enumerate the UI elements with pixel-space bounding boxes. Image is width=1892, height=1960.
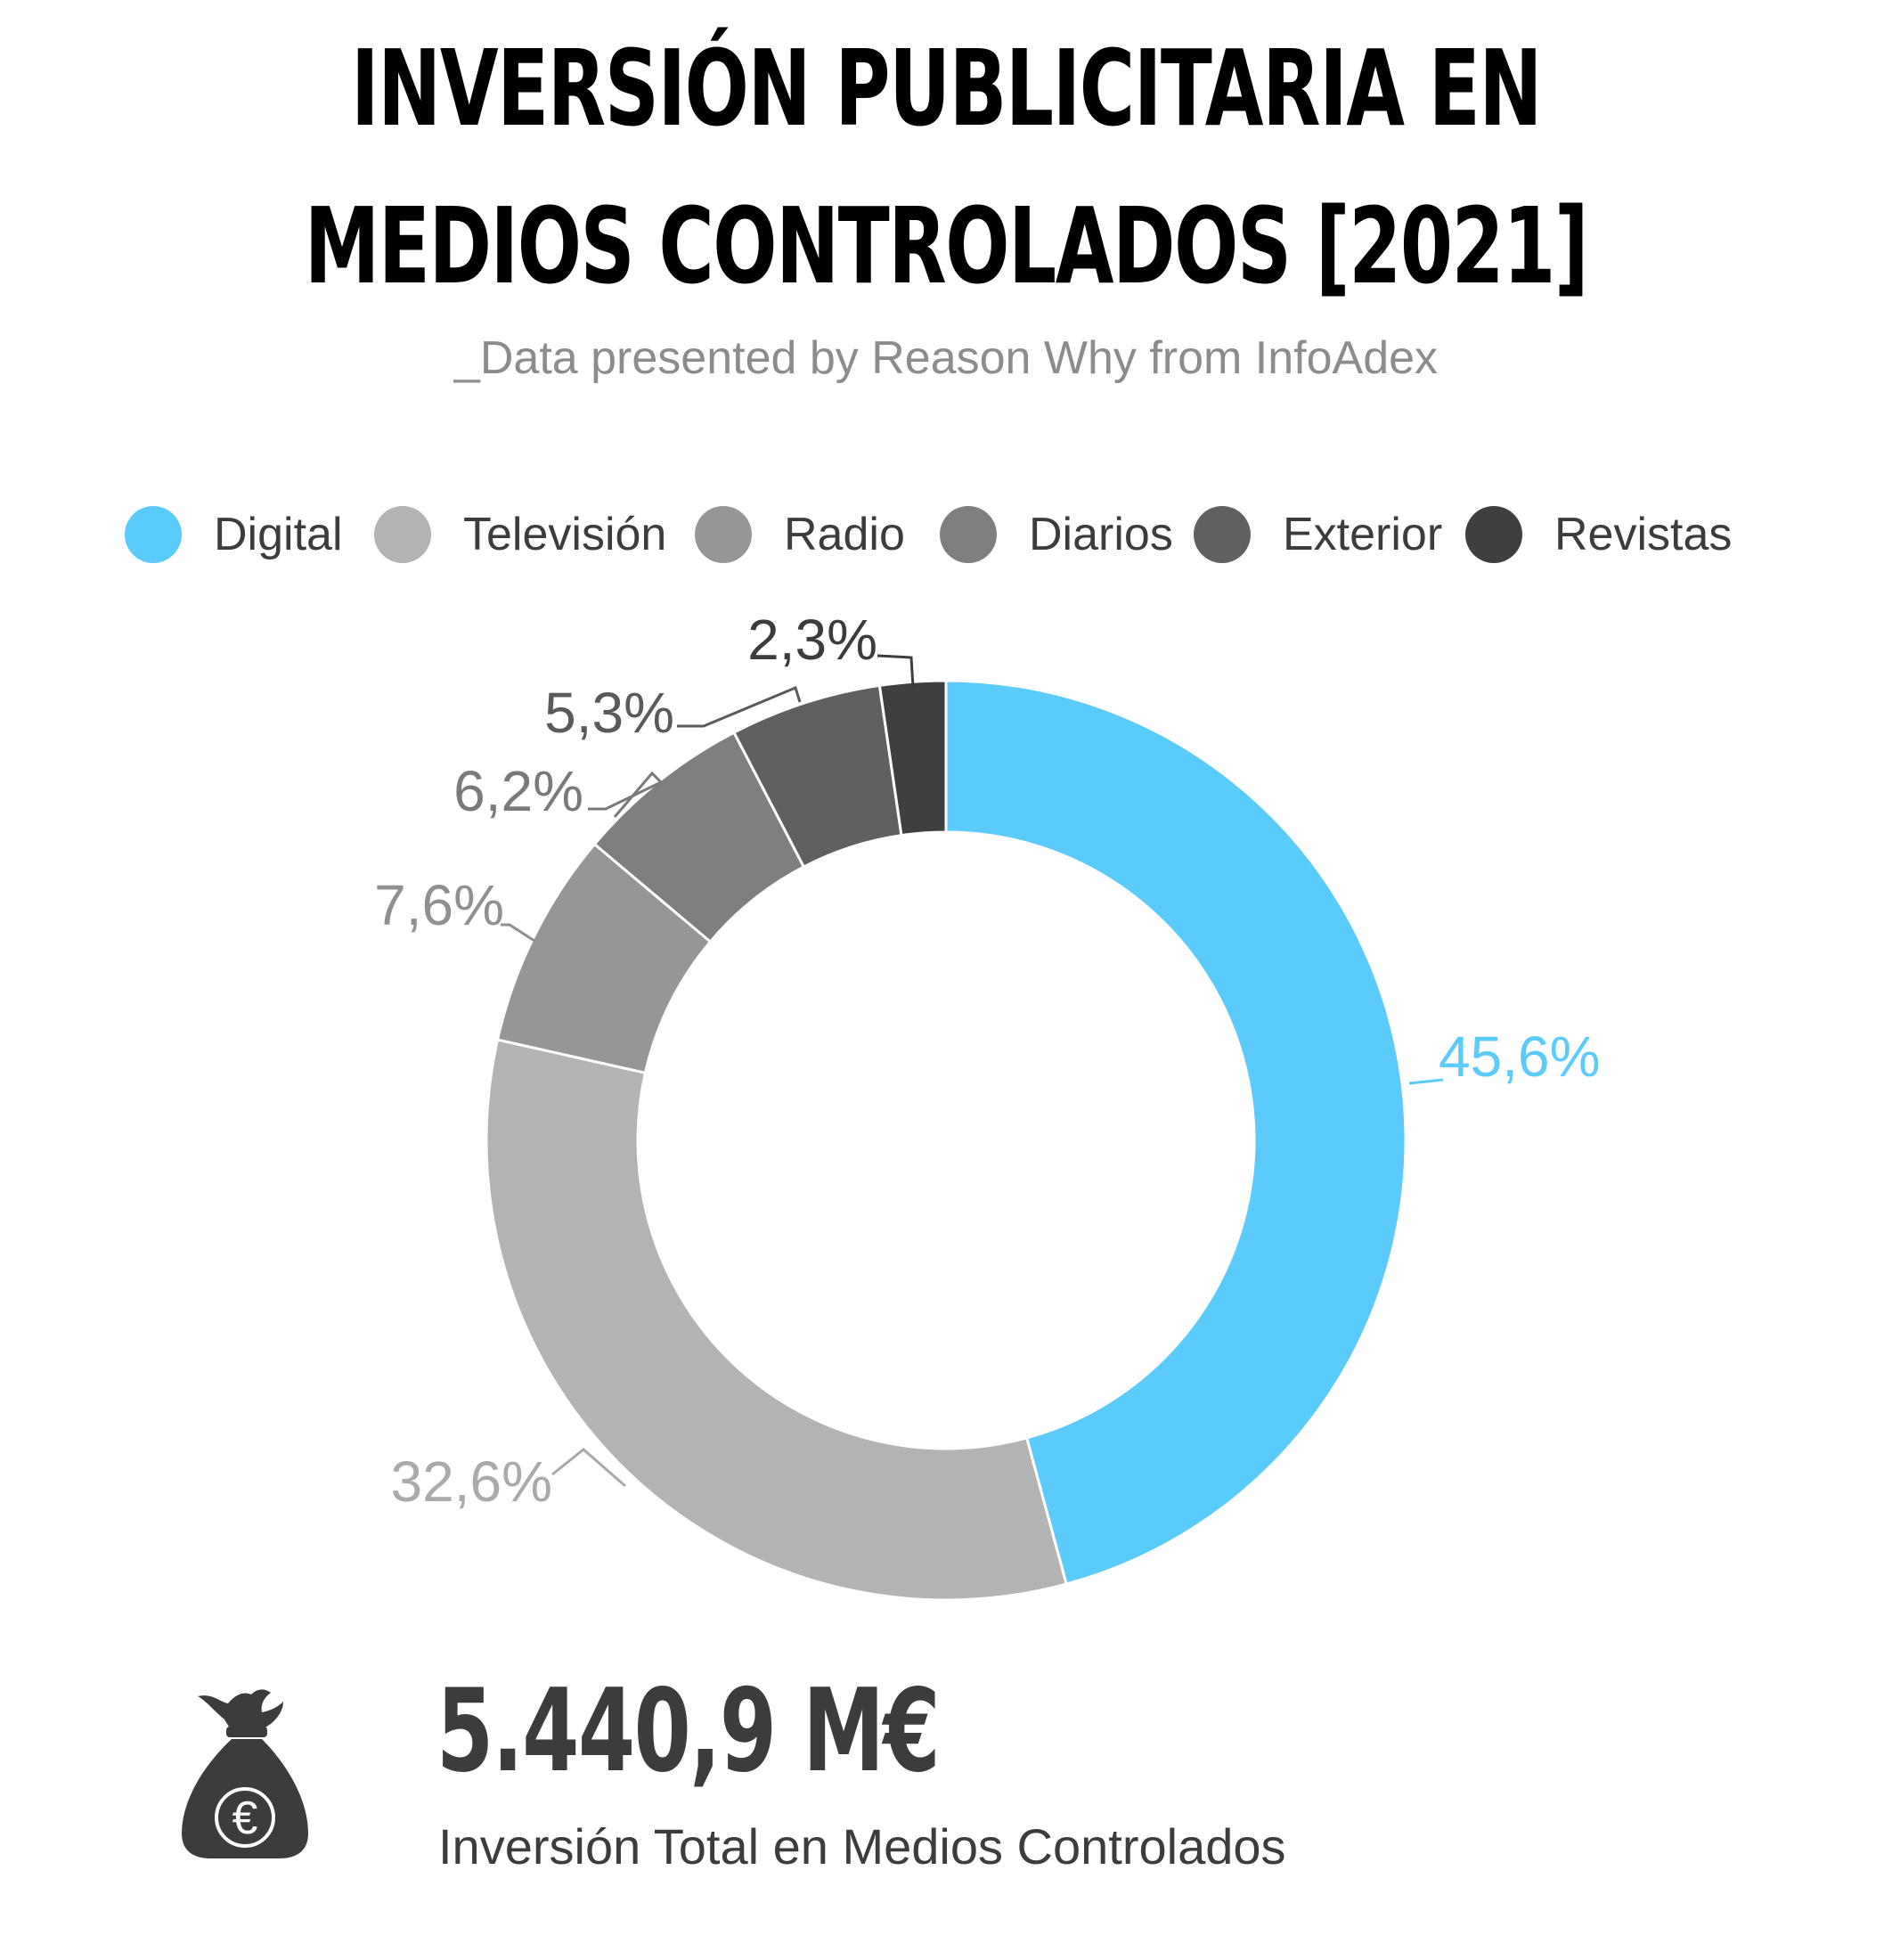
legend-swatch	[1194, 506, 1251, 563]
total-investment-caption: Inversión Total en Medios Controlados	[438, 1818, 1286, 1874]
data-label-exterior: 5,3%	[544, 681, 674, 745]
donut-segment-televisión	[485, 1038, 1068, 1602]
euro-symbol: €	[232, 1793, 258, 1844]
donut-segment-revistas	[877, 679, 948, 837]
leader-line-0	[1408, 1078, 1444, 1085]
legend-swatch	[1465, 506, 1522, 563]
data-label-revistas: 2,3%	[747, 608, 877, 672]
leader-line-1	[551, 1448, 626, 1488]
legend-swatch	[695, 506, 752, 563]
legend-label: Exterior	[1283, 509, 1443, 560]
leader-line-2	[501, 923, 535, 943]
legend-label: Radio	[784, 509, 905, 560]
donut-chart: 45,6% 32,6% 7,6% 6,2% 5,3% 2,3%	[374, 608, 1600, 1602]
data-label-digital: 45,6%	[1439, 1025, 1600, 1089]
money-bag-euro-icon: €	[182, 1689, 308, 1858]
total-investment-value: 5.440,9 M€	[436, 1665, 941, 1798]
legend-label: Diarios	[1029, 509, 1173, 560]
data-label-radio: 7,6%	[374, 873, 504, 937]
chart-subtitle: _Data presented by Reason Why from InfoA…	[453, 332, 1439, 384]
leader-line-5	[877, 654, 915, 689]
chart-title-line-2: MEDIOS CONTROLADOS [2021]	[304, 184, 1589, 307]
legend-swatch	[374, 506, 431, 563]
legend-label: Revistas	[1554, 509, 1733, 560]
legend-label: Televisión	[463, 509, 667, 560]
data-label-diarios: 6,2%	[453, 759, 583, 823]
leader-line-3	[588, 771, 664, 818]
chart-title-line-1: INVERSIÓN PUBLICITARIA EN	[351, 27, 1542, 150]
data-label-televisión: 32,6%	[391, 1450, 552, 1514]
legend-swatch	[125, 506, 182, 563]
legend-label: Digital	[214, 509, 343, 560]
donut-segment-digital	[944, 679, 1407, 1586]
legend-swatch	[940, 506, 997, 563]
leader-line-4	[677, 685, 802, 728]
